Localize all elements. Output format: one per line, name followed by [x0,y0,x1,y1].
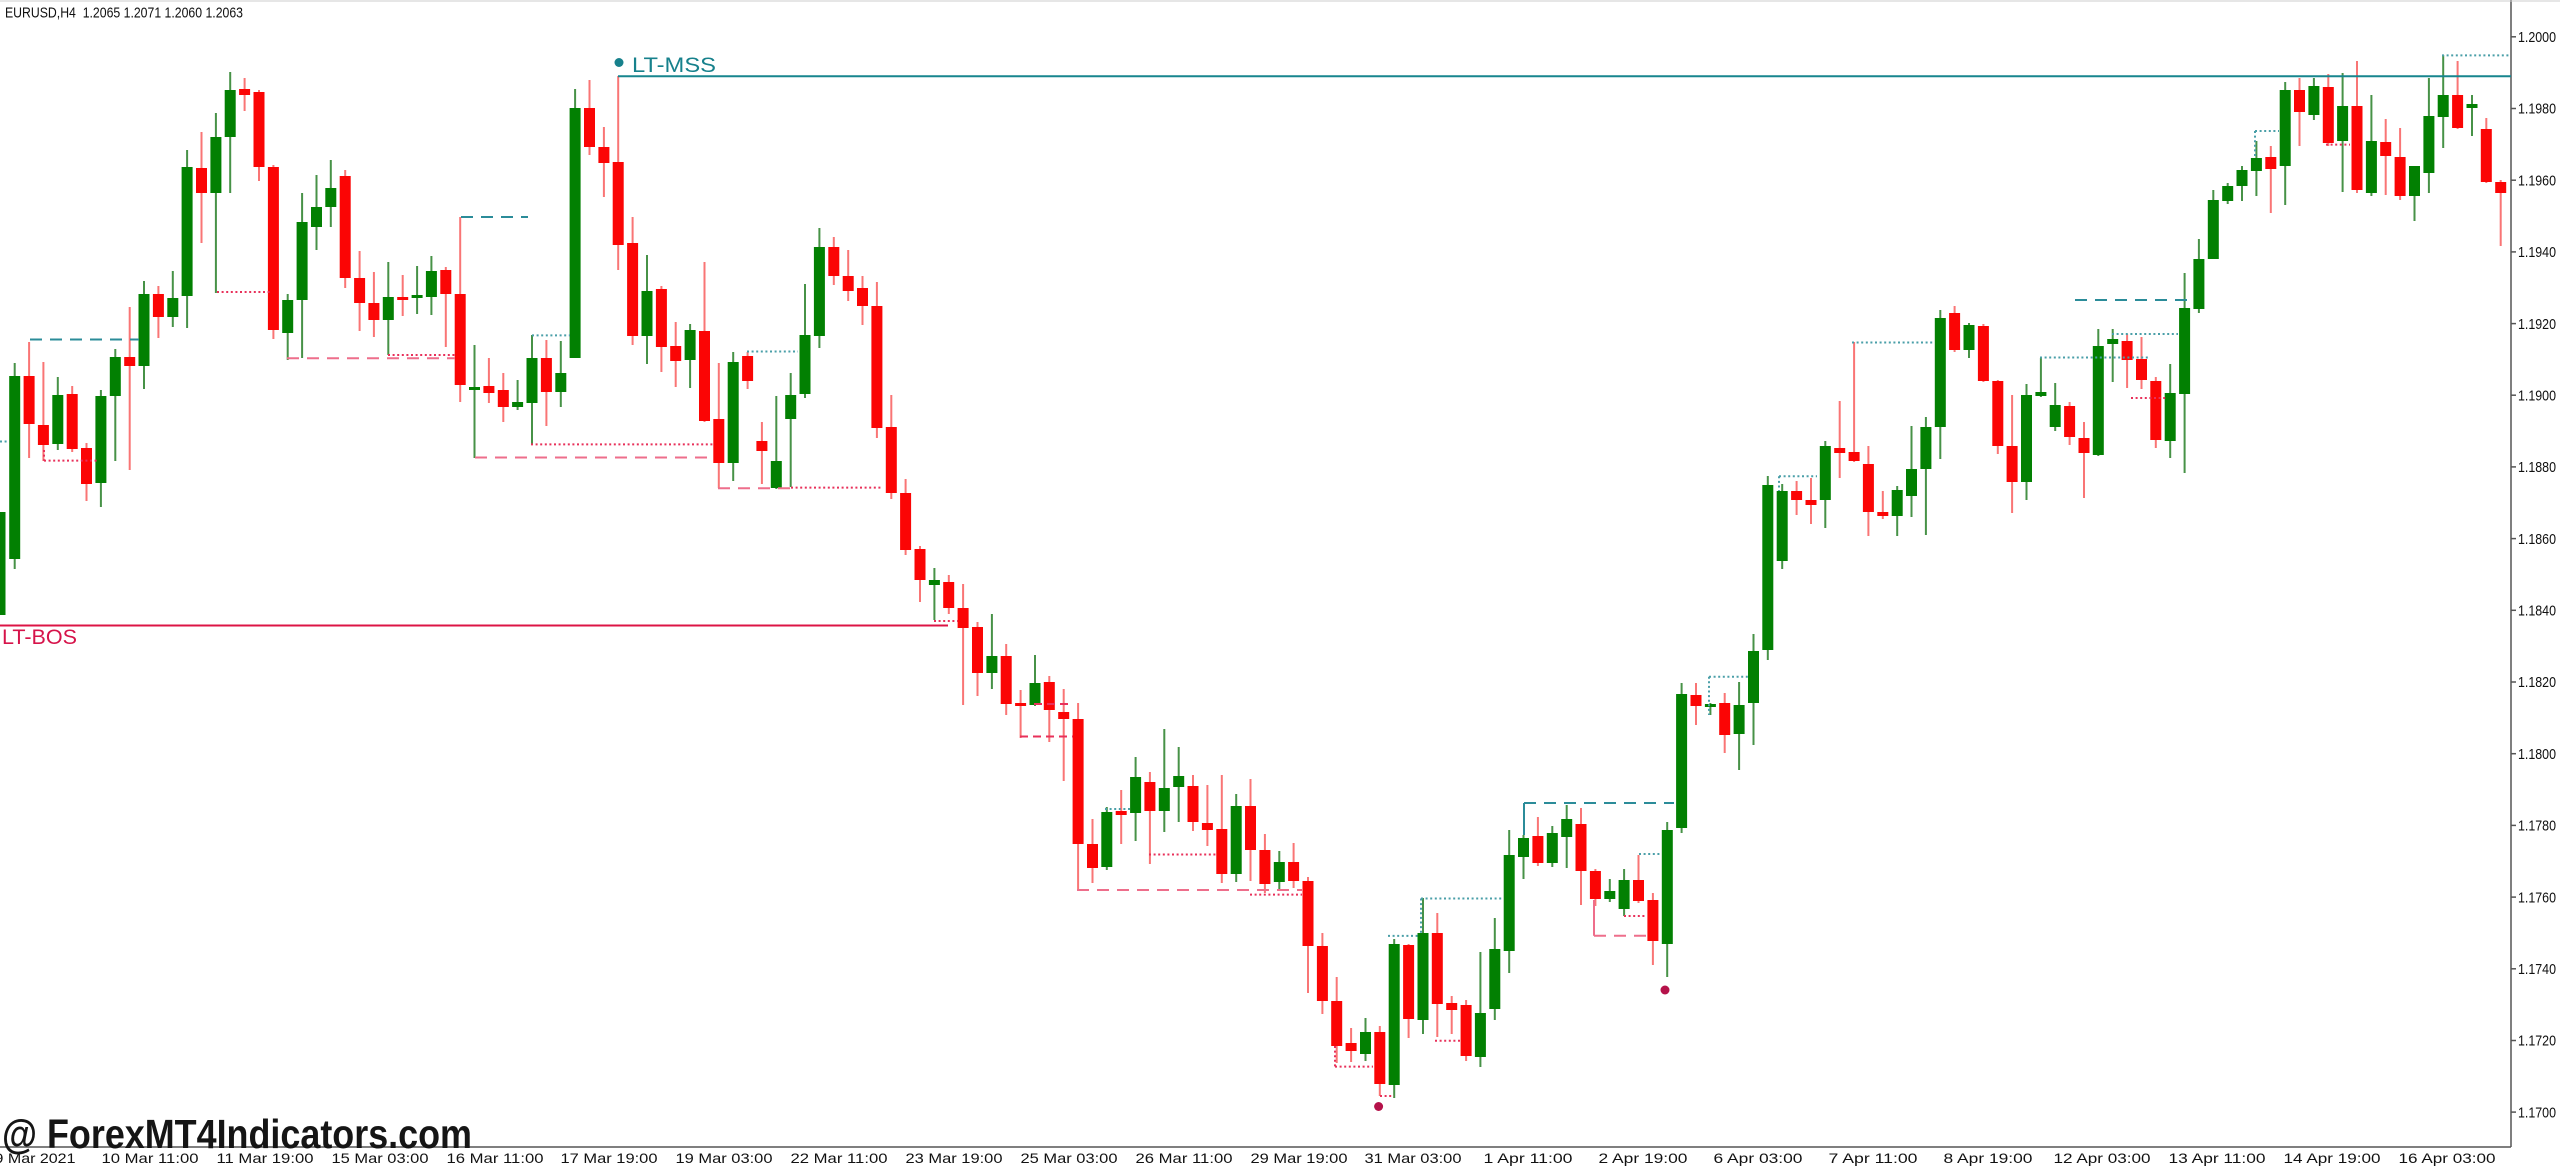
svg-text:16 Apr 03:00: 16 Apr 03:00 [2399,1150,2496,1166]
svg-text:19 Mar 03:00: 19 Mar 03:00 [676,1150,773,1166]
svg-text:1 Apr 11:00: 1 Apr 11:00 [1484,1150,1573,1166]
svg-text:1.1700: 1.1700 [2518,1104,2556,1121]
svg-text:1.1820: 1.1820 [2518,674,2556,691]
svg-text:1.1980: 1.1980 [2518,101,2556,118]
svg-text:1.1900: 1.1900 [2518,387,2556,404]
svg-text:1.1800: 1.1800 [2518,746,2556,763]
svg-text:13 Apr 11:00: 13 Apr 11:00 [2169,1150,2266,1166]
svg-text:1.1860: 1.1860 [2518,531,2556,548]
svg-text:29 Mar 19:00: 29 Mar 19:00 [1251,1150,1348,1166]
svg-text:1.1720: 1.1720 [2518,1033,2556,1050]
svg-text:1.1840: 1.1840 [2518,603,2556,620]
svg-text:6 Apr 03:00: 6 Apr 03:00 [1714,1150,1803,1166]
svg-text:@ ForexMT4Indicators.com: @ ForexMT4Indicators.com [2,1111,472,1157]
svg-text:10 Mar 11:00: 10 Mar 11:00 [102,1150,199,1166]
svg-text:1.2000: 1.2000 [2518,29,2556,46]
svg-text:7 Apr 11:00: 7 Apr 11:00 [1829,1150,1918,1166]
svg-text:15 Mar 03:00: 15 Mar 03:00 [332,1150,429,1166]
svg-text:2 Apr 19:00: 2 Apr 19:00 [1599,1150,1688,1166]
svg-text:1.1920: 1.1920 [2518,316,2556,333]
svg-text:26 Mar 11:00: 26 Mar 11:00 [1136,1150,1233,1166]
svg-text:1.1960: 1.1960 [2518,172,2556,189]
svg-text:1.1740: 1.1740 [2518,961,2556,978]
svg-text:31 Mar 03:00: 31 Mar 03:00 [1365,1150,1462,1166]
svg-text:11 Mar 19:00: 11 Mar 19:00 [217,1150,314,1166]
svg-text:1.1880: 1.1880 [2518,459,2556,476]
svg-text:9 Mar 2021: 9 Mar 2021 [0,1150,76,1166]
svg-text:1.1760: 1.1760 [2518,889,2556,906]
svg-text:LT-MSS: LT-MSS [632,54,716,77]
svg-text:17 Mar 19:00: 17 Mar 19:00 [561,1150,658,1166]
svg-text:1.1940: 1.1940 [2518,244,2556,261]
svg-text:EURUSD,H4 1.2065 1.2071 1.206: EURUSD,H4 1.2065 1.2071 1.2060 1.2063 [5,5,243,22]
svg-text:25 Mar 03:00: 25 Mar 03:00 [1021,1150,1118,1166]
svg-text:14 Apr 19:00: 14 Apr 19:00 [2284,1150,2381,1166]
svg-text:LT-BOS: LT-BOS [2,626,77,649]
svg-text:1.1780: 1.1780 [2518,818,2556,835]
svg-text:16 Mar 11:00: 16 Mar 11:00 [447,1150,544,1166]
svg-text:12 Apr 03:00: 12 Apr 03:00 [2054,1150,2151,1166]
svg-text:8 Apr 19:00: 8 Apr 19:00 [1944,1150,2033,1166]
svg-text:22 Mar 11:00: 22 Mar 11:00 [791,1150,888,1166]
svg-text:23 Mar 19:00: 23 Mar 19:00 [906,1150,1003,1166]
